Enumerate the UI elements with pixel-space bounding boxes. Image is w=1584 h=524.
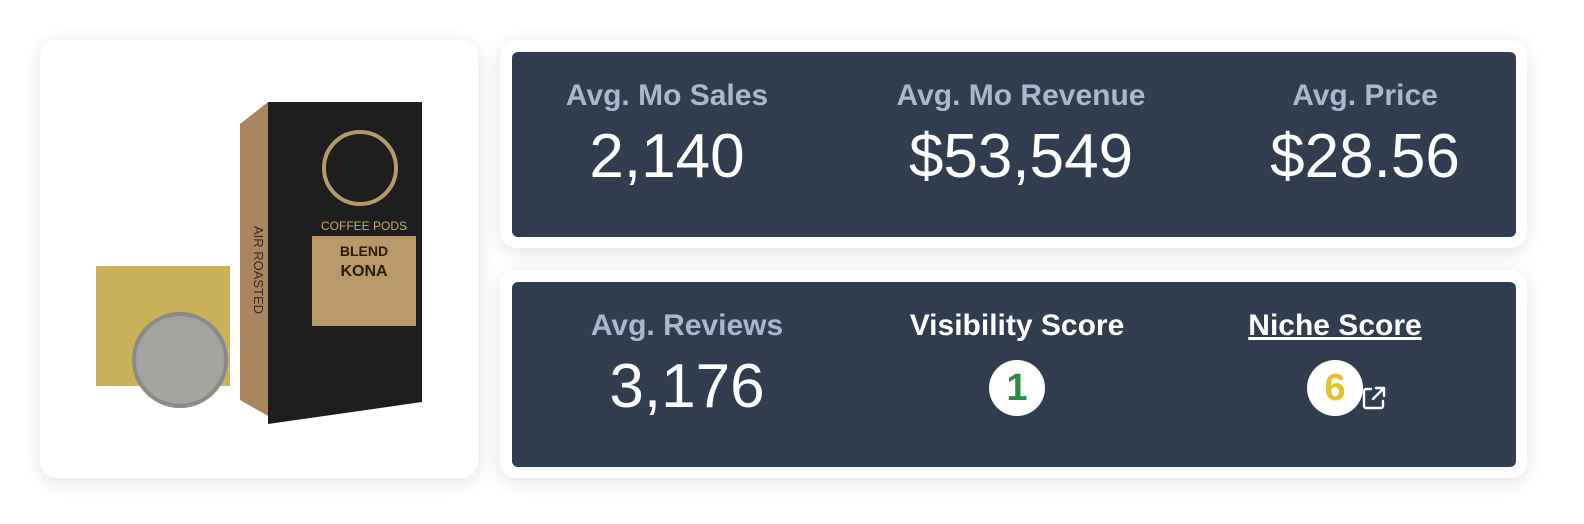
metric-label: Avg. Price bbox=[1292, 79, 1438, 112]
metric-value: $53,549 bbox=[908, 122, 1134, 191]
score-badge: 1 bbox=[989, 360, 1045, 416]
metric: Avg. Price $28.56 bbox=[1205, 76, 1525, 192]
box-text: KONA bbox=[340, 263, 388, 280]
metric-label: Avg. Reviews bbox=[590, 309, 784, 342]
metric-value: $28.56 bbox=[1270, 122, 1460, 191]
box-label bbox=[312, 236, 416, 326]
product-image: AIR ROASTED COFFEE PODS BLEND KONA bbox=[96, 102, 422, 424]
score-badge: 6 bbox=[1307, 360, 1363, 416]
box-side bbox=[240, 102, 268, 416]
metric-label: Avg. Mo Revenue bbox=[896, 79, 1146, 112]
logo bbox=[322, 130, 398, 206]
external-link-icon[interactable] bbox=[1360, 384, 1388, 412]
product-card: AIR ROASTED COFFEE PODS BLEND KONA bbox=[40, 40, 478, 478]
metric-value: 2,140 bbox=[589, 122, 745, 191]
metric: Avg. Mo Revenue $53,549 bbox=[861, 76, 1181, 192]
metric-value: 3,176 bbox=[609, 352, 765, 421]
box-text: COFFEE PODS bbox=[321, 219, 407, 233]
score: Niche Score 6 bbox=[1175, 306, 1495, 416]
coffee-pod-inner bbox=[136, 316, 224, 404]
metric-label: Avg. Mo Sales bbox=[565, 79, 769, 112]
sales-panel bbox=[512, 52, 1516, 237]
score: Visibility Score 1 bbox=[857, 306, 1177, 416]
score-label: Visibility Score bbox=[909, 309, 1125, 342]
metric: Avg. Mo Sales 2,140 bbox=[507, 76, 827, 192]
box-text: AIR ROASTED bbox=[251, 226, 266, 314]
metric: Avg. Reviews 3,176 bbox=[527, 306, 847, 422]
box-text: BLEND bbox=[340, 243, 388, 259]
niche-score-link[interactable]: Niche Score bbox=[1248, 309, 1422, 342]
